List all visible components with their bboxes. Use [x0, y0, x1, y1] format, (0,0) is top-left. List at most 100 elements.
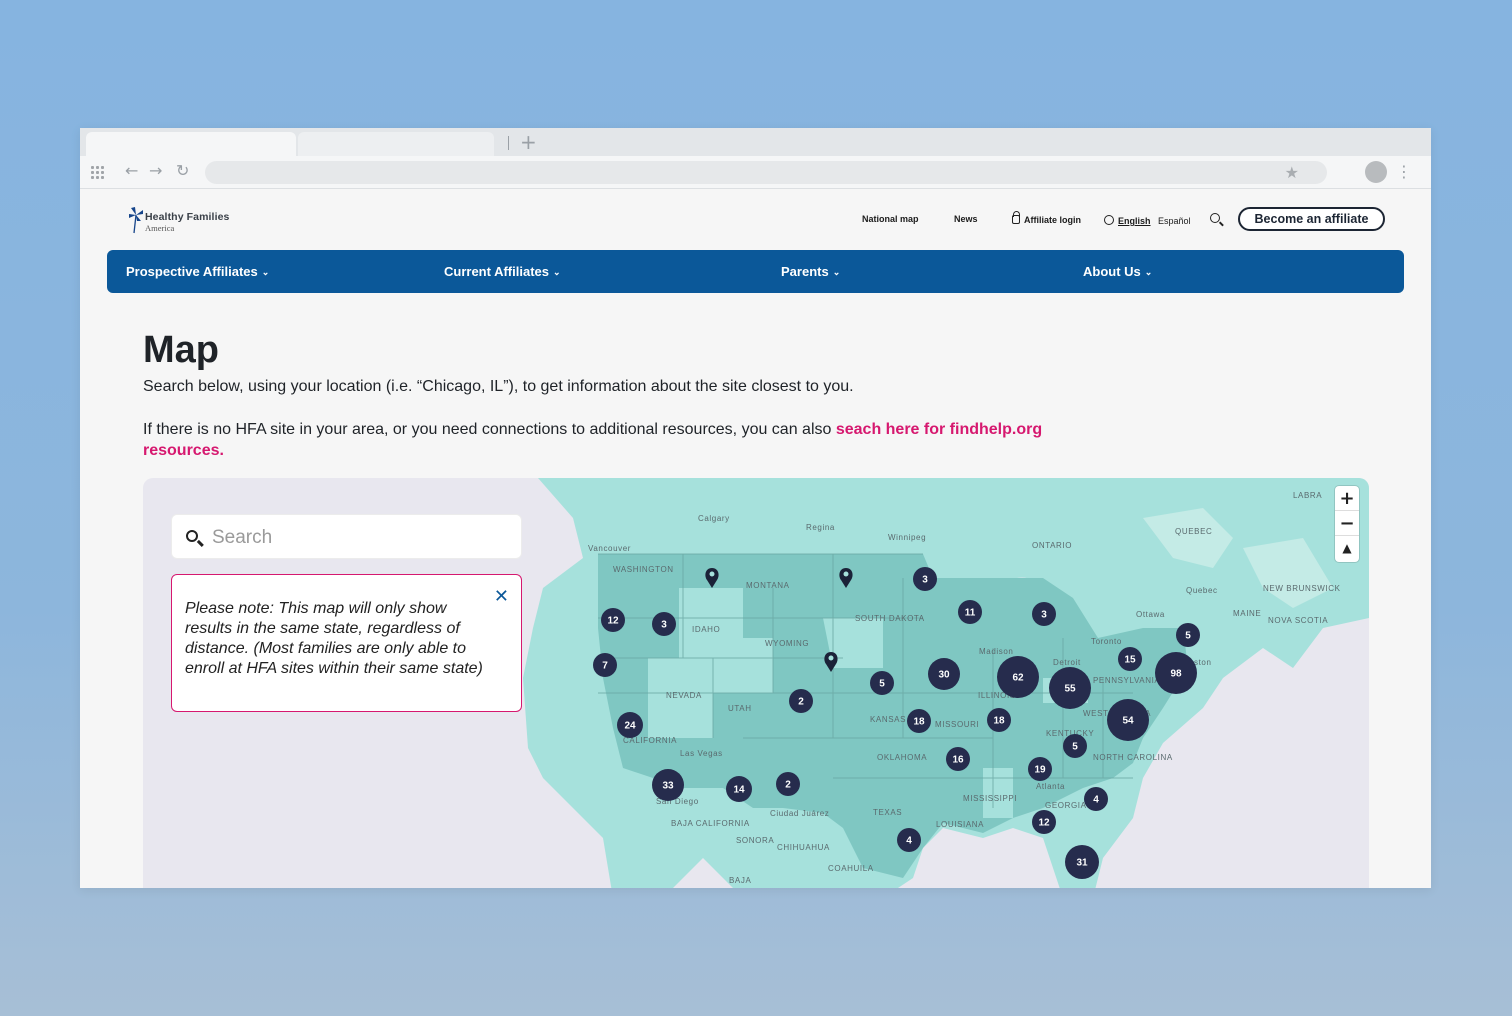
cluster-marker[interactable]: 18: [907, 709, 931, 733]
cluster-count: 5: [1072, 742, 1078, 753]
cluster-circle: [1155, 652, 1197, 694]
cluster-marker[interactable]: 12: [601, 608, 625, 632]
cluster-marker[interactable]: 15: [1118, 647, 1142, 671]
cluster-marker[interactable]: 54: [1107, 699, 1149, 741]
search-icon: [186, 530, 198, 542]
nav-label: Prospective Affiliates: [126, 264, 258, 279]
map-label: Las Vegas: [680, 749, 723, 758]
map-label: WYOMING: [765, 639, 809, 648]
cluster-marker[interactable]: 2: [789, 689, 813, 713]
reload-icon[interactable]: ↻: [176, 161, 190, 180]
browser-tab-active[interactable]: [86, 132, 296, 156]
cluster-marker[interactable]: 33: [652, 769, 684, 801]
cluster-marker[interactable]: 5: [1063, 734, 1087, 758]
map-label: Boston: [1183, 658, 1212, 667]
map-label: MAINE: [1233, 609, 1261, 618]
nav-about-us[interactable]: About Us ⌄: [1083, 264, 1152, 279]
nav-prospective-affiliates[interactable]: Prospective Affiliates ⌄: [126, 264, 269, 279]
compass-button[interactable]: ▲: [1342, 541, 1352, 555]
site-header: Healthy Families America National map Ne…: [80, 189, 1431, 249]
cluster-marker[interactable]: 30: [928, 658, 960, 690]
lang-espanol-link[interactable]: Español: [1158, 216, 1191, 226]
cluster-circle: [593, 653, 617, 677]
cluster-circle: [1028, 757, 1052, 781]
map-container[interactable]: Calgary Regina Winnipeg Vancouver ONTARI…: [143, 478, 1369, 888]
cluster-marker[interactable]: 62: [997, 656, 1039, 698]
cluster-count: 19: [1034, 765, 1046, 776]
map-label: SOUTH DAKOTA: [855, 614, 925, 623]
cluster-count: 14: [733, 785, 745, 796]
map-label: MISSISSIPPI: [963, 794, 1017, 803]
cluster-marker[interactable]: 19: [1028, 757, 1052, 781]
cluster-count: 7: [602, 661, 608, 672]
map-search-input[interactable]: [212, 525, 512, 551]
cluster-count: 16: [952, 755, 964, 766]
cluster-marker[interactable]: 12: [1032, 810, 1056, 834]
cluster-marker[interactable]: 4: [1084, 787, 1108, 811]
intro-text: Search below, using your location (i.e. …: [143, 378, 854, 395]
back-arrow-icon[interactable]: ←: [125, 161, 139, 180]
lang-english-link[interactable]: English: [1118, 216, 1151, 226]
cluster-marker[interactable]: 16: [946, 747, 970, 771]
cluster-marker[interactable]: 2: [776, 772, 800, 796]
chevron-down-icon: ⌄: [261, 267, 270, 277]
map-label: COAHUILA: [828, 864, 874, 873]
findhelp-link[interactable]: seach here for findhelp.org resources.: [143, 421, 1043, 459]
map-label: Quebec: [1186, 586, 1218, 595]
cluster-marker[interactable]: 3: [652, 612, 676, 636]
cluster-marker[interactable]: 98: [1155, 652, 1197, 694]
national-map-link[interactable]: National map: [862, 214, 919, 224]
location-pin-icon[interactable]: [839, 568, 853, 588]
cluster-count: 5: [1185, 631, 1191, 642]
cluster-marker[interactable]: 4: [897, 828, 921, 852]
cluster-marker[interactable]: 24: [617, 712, 643, 738]
map-label: IDAHO: [692, 625, 720, 634]
browser-tab-inactive[interactable]: [298, 132, 494, 156]
cluster-count: 2: [798, 697, 804, 708]
cluster-marker[interactable]: 18: [987, 708, 1011, 732]
new-tab-icon[interactable]: +: [520, 130, 537, 154]
cluster-count: 3: [1041, 610, 1047, 621]
browser-toolbar: ← → ↻ ★ ⋮: [80, 156, 1431, 189]
cluster-circle: [897, 828, 921, 852]
map-label: OKLAHOMA: [877, 753, 927, 762]
location-pin-icon[interactable]: [824, 652, 838, 672]
apps-grid-icon[interactable]: [90, 165, 104, 179]
cluster-count: 33: [662, 781, 674, 792]
cluster-marker[interactable]: 31: [1065, 845, 1099, 879]
cluster-marker[interactable]: 7: [593, 653, 617, 677]
affiliate-login-link[interactable]: Affiliate login: [1012, 211, 1081, 225]
map-search-box[interactable]: [171, 514, 522, 559]
logo-title: Healthy Families: [145, 211, 230, 223]
zoom-out-button[interactable]: −: [1335, 511, 1359, 536]
map-label: ILLINOIS: [978, 691, 1016, 700]
zoom-in-button[interactable]: +: [1335, 486, 1359, 511]
close-icon[interactable]: ✕: [493, 586, 509, 607]
nav-current-affiliates[interactable]: Current Affiliates ⌄: [444, 264, 561, 279]
website: Healthy Families America National map Ne…: [80, 189, 1431, 888]
cluster-marker[interactable]: 14: [726, 776, 752, 802]
location-pin-icon[interactable]: [705, 568, 719, 588]
cluster-marker[interactable]: 5: [870, 671, 894, 695]
map-canvas[interactable]: Calgary Regina Winnipeg Vancouver ONTARI…: [143, 478, 1369, 888]
cluster-marker[interactable]: 3: [913, 567, 937, 591]
cluster-marker[interactable]: 55: [1049, 667, 1091, 709]
search-icon[interactable]: [1210, 213, 1220, 223]
news-link[interactable]: News: [954, 214, 978, 224]
address-bar[interactable]: ★: [205, 161, 1327, 184]
lock-icon: [1012, 211, 1020, 224]
cluster-circle: [1049, 667, 1091, 709]
star-icon[interactable]: ★: [1284, 163, 1299, 182]
map-label: Vancouver: [588, 544, 631, 553]
profile-avatar[interactable]: [1365, 161, 1387, 183]
become-affiliate-button[interactable]: Become an affiliate: [1238, 207, 1385, 231]
cluster-marker[interactable]: 5: [1176, 623, 1200, 647]
nav-parents[interactable]: Parents ⌄: [781, 264, 840, 279]
forward-arrow-icon[interactable]: →: [149, 161, 163, 180]
cluster-marker[interactable]: 3: [1032, 602, 1056, 626]
hfa-logo[interactable]: Healthy Families America: [127, 206, 247, 236]
kebab-menu-icon[interactable]: ⋮: [1396, 162, 1412, 181]
main-nav: Prospective Affiliates ⌄ Current Affiliat…: [107, 250, 1404, 293]
cluster-marker[interactable]: 11: [958, 600, 982, 624]
nav-label: Current Affiliates: [444, 264, 549, 279]
